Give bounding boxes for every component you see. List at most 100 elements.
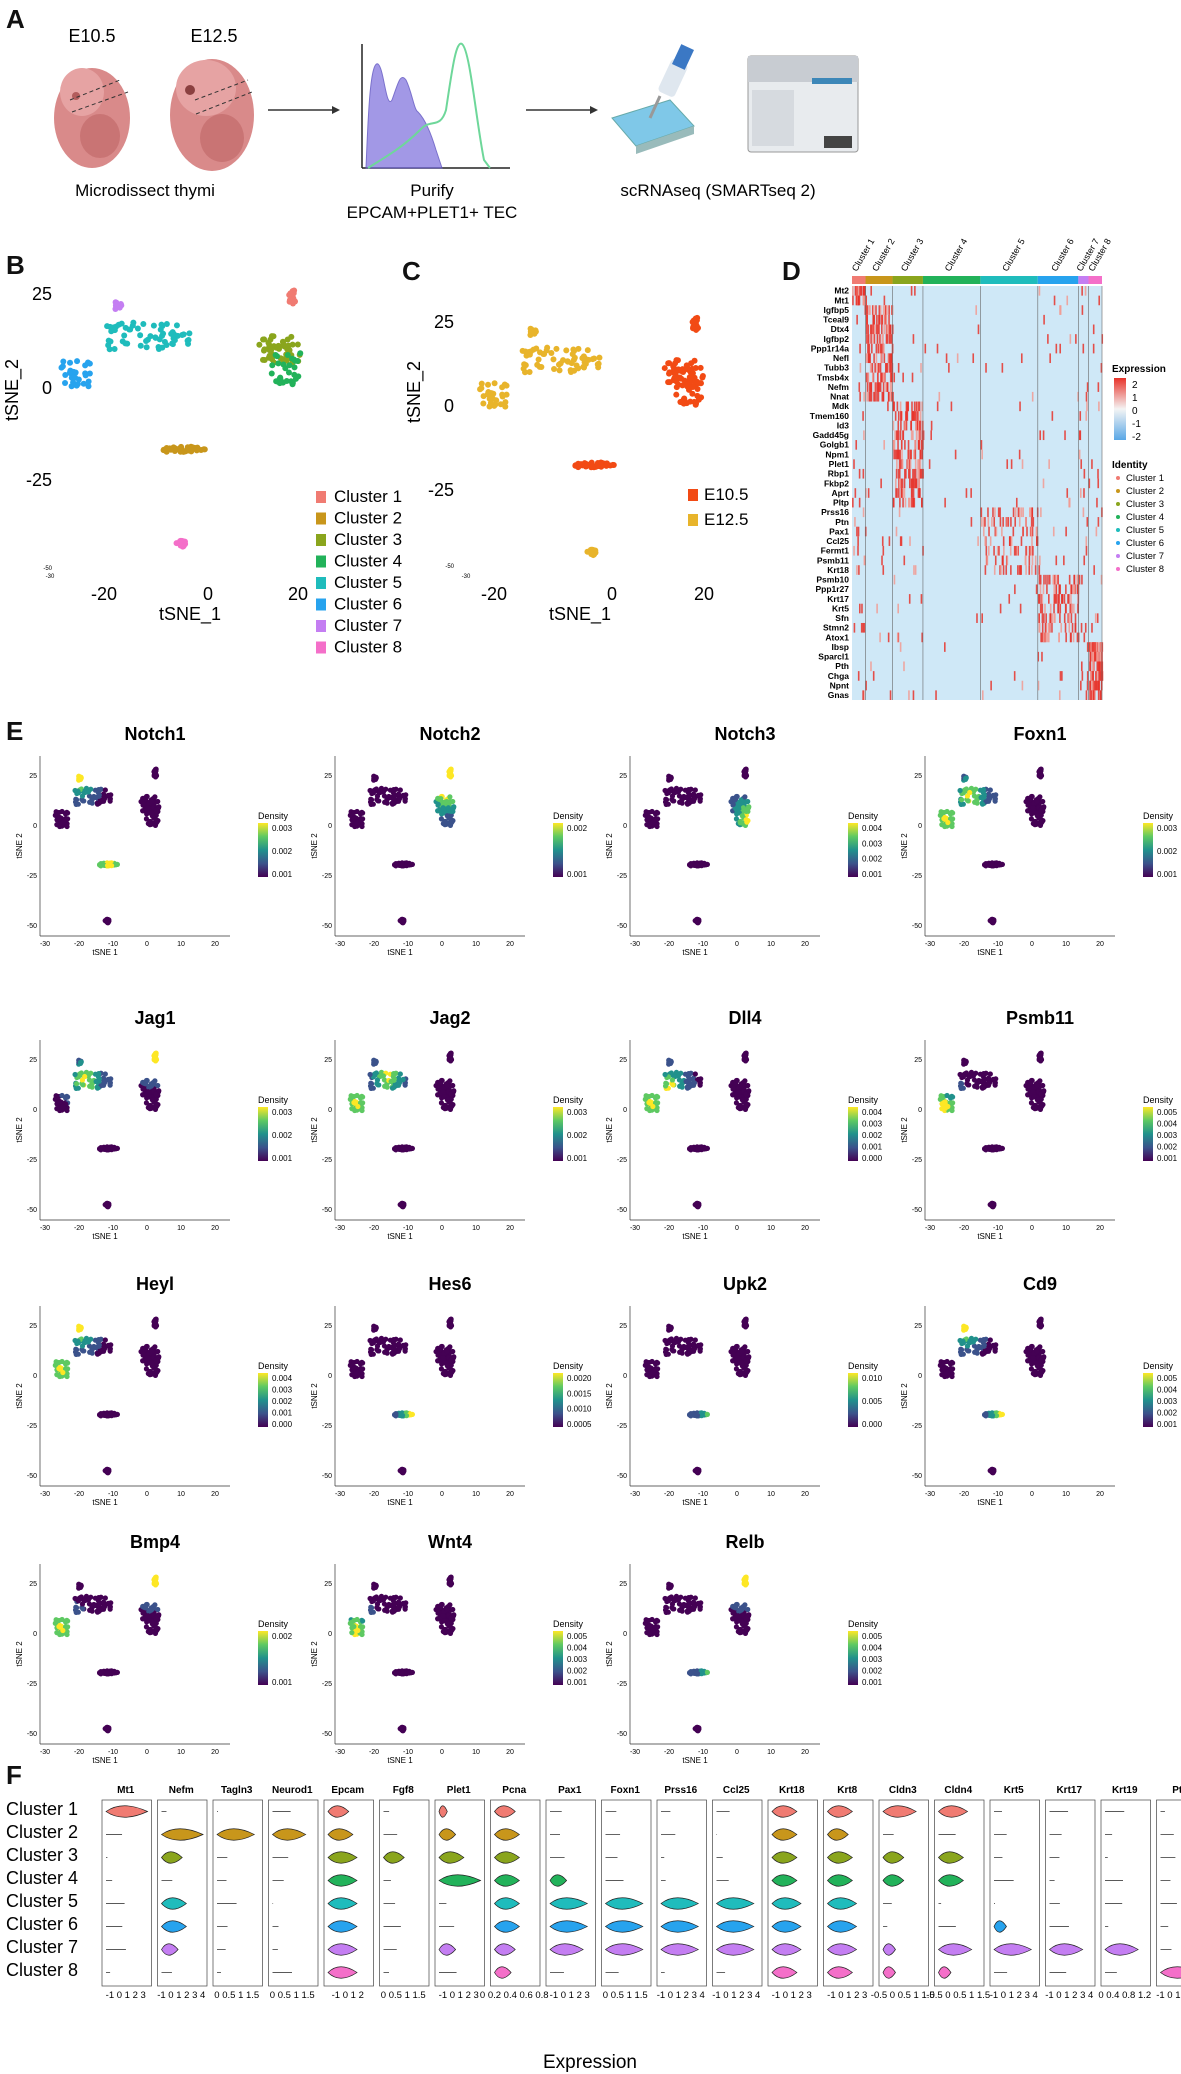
density-point [950, 1094, 956, 1100]
heat-cell [930, 430, 932, 441]
heat-cell [915, 478, 918, 489]
heat-cell [1016, 545, 1019, 556]
density-point [354, 1358, 360, 1365]
heat-cell [905, 468, 907, 479]
heat-cell [1088, 642, 1091, 652]
heat-cell [888, 324, 891, 335]
heat-cell [1044, 632, 1047, 643]
density-legend-tick: 0.0010 [567, 1405, 592, 1414]
heat-cell [875, 343, 878, 354]
heat-cell [892, 391, 894, 402]
heat-cell [881, 391, 884, 402]
density-legend-title: Density [553, 1095, 584, 1105]
density-point [670, 798, 676, 804]
cluster-label: Cluster 5 [1000, 237, 1027, 273]
heat-cell [1048, 632, 1050, 643]
density-point [101, 1080, 108, 1086]
density-point [80, 1348, 86, 1354]
heat-cell [980, 507, 983, 518]
density-point [152, 1344, 158, 1350]
gene-label: Atox1 [825, 632, 849, 642]
heat-cell [912, 497, 914, 508]
x-tick: 10 [472, 1225, 480, 1232]
y-axis-label: tSNE 2 [15, 1117, 24, 1143]
cluster-point [160, 330, 167, 337]
cluster-point [181, 538, 188, 545]
density-point [989, 1203, 995, 1209]
heat-cell [1097, 382, 1100, 392]
density-point [449, 1103, 455, 1109]
density-point [704, 1145, 711, 1152]
heat-cell [898, 449, 900, 460]
x-tick: -30 [40, 1491, 50, 1498]
legend-label: Cluster 2 [334, 509, 402, 528]
y-axis-label: tSNE 2 [605, 833, 614, 859]
heat-cell [893, 401, 895, 412]
x-tick: -20 [74, 1749, 84, 1756]
density-legend-tick: 0.001 [862, 1143, 883, 1152]
heat-cell [896, 459, 898, 469]
embryo-e125-illustration [170, 59, 254, 171]
density-point [79, 793, 86, 799]
heat-cell [869, 391, 872, 402]
density-point [149, 1363, 155, 1369]
heat-cell [1091, 690, 1094, 700]
density-point [965, 1082, 971, 1088]
density-point [360, 1360, 366, 1366]
cluster-point [82, 372, 89, 379]
stage-point [519, 347, 526, 354]
density-point [393, 1145, 399, 1151]
heat-cell [901, 449, 903, 460]
heat-cell [897, 363, 900, 373]
heat-cell [981, 690, 984, 700]
y-tick: 0 [918, 1107, 922, 1114]
gene-label: Nnat [830, 392, 849, 402]
heat-cell [883, 440, 886, 450]
heat-cell [1099, 651, 1102, 662]
heat-cell [890, 382, 893, 392]
identity-label: Cluster 2 [1126, 486, 1164, 497]
heat-cell [1032, 545, 1034, 556]
stage-point [493, 397, 500, 404]
y-tick: 25 [29, 773, 37, 780]
heat-cell [891, 334, 893, 344]
heat-cell [867, 334, 870, 344]
density-plot-title: Jag1 [134, 1008, 175, 1028]
density-point [98, 1669, 104, 1675]
density-point [1036, 1052, 1043, 1058]
heat-cell [1100, 671, 1102, 681]
density-point [374, 1343, 381, 1349]
density-point [1038, 1323, 1045, 1329]
gene-label: Igfbp2 [824, 334, 850, 344]
density-legend-title: Density [553, 811, 584, 821]
heat-cell [1048, 459, 1050, 469]
heat-cell [914, 286, 916, 296]
sequencer-illustration [747, 55, 859, 153]
density-point [1037, 1344, 1043, 1350]
x-tick: 10 [767, 941, 775, 948]
heat-cell [999, 517, 1002, 527]
heat-cell [1047, 334, 1049, 344]
density-point [945, 819, 951, 826]
heat-cell [918, 488, 921, 498]
heat-cell [1038, 622, 1041, 633]
heat-cell [1092, 680, 1094, 691]
heat-cell [1075, 334, 1077, 344]
density-point [649, 1092, 655, 1099]
heat-cell [917, 488, 920, 498]
y-tick: -50 [617, 1207, 627, 1214]
heat-cell [863, 430, 865, 441]
density-point [450, 1082, 456, 1089]
legend-label: E10.5 [704, 485, 748, 504]
density-point [663, 797, 670, 803]
heat-cell [893, 440, 896, 450]
heat-cell [886, 363, 889, 373]
legend-swatch [316, 555, 326, 568]
density-point [399, 919, 405, 925]
y-tick: -25 [322, 1423, 332, 1430]
heat-cell [1086, 671, 1089, 681]
heat-cell [994, 555, 997, 566]
heat-cell [893, 449, 895, 460]
heat-cell [886, 305, 888, 315]
heat-cell [994, 526, 997, 537]
